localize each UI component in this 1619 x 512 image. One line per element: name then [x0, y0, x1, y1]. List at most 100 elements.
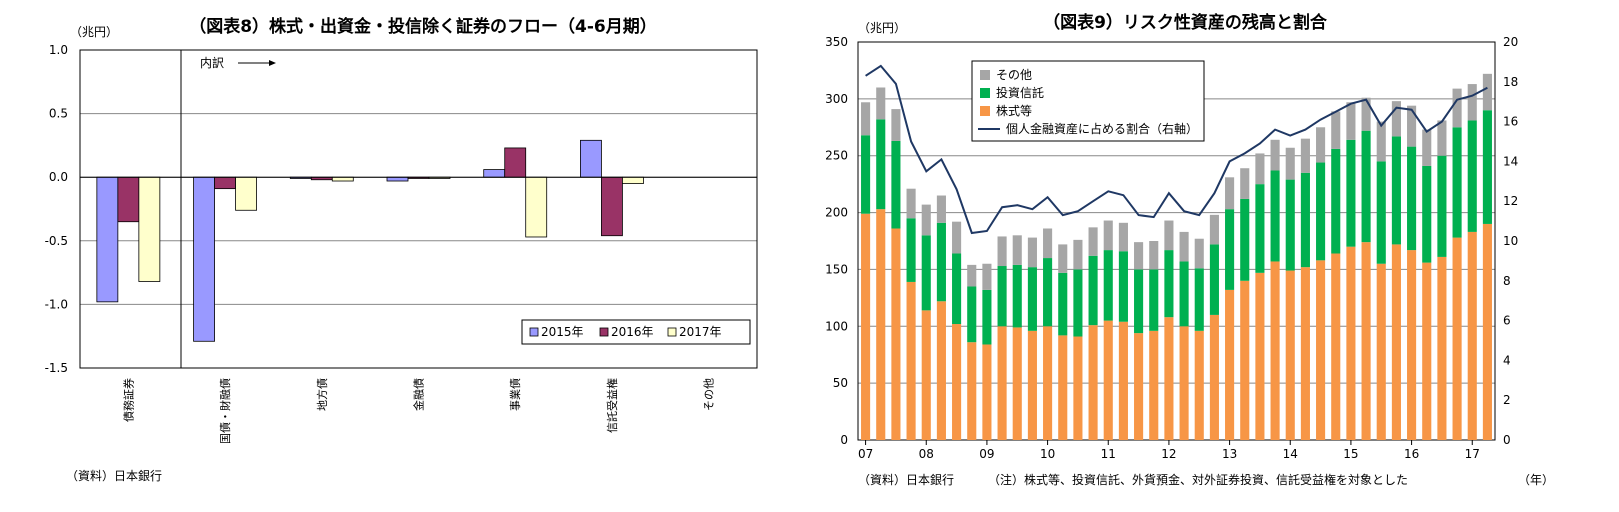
chart8-y-tick-labels: 1.0 0.5 0.0 -0.5 -1.0 -1.5	[45, 43, 68, 375]
chart9-bar-その他	[1164, 220, 1174, 251]
chart9-source: （資料）日本銀行	[858, 473, 954, 487]
chart9-x-tick: 13	[1222, 447, 1237, 461]
chart9-bar-株式等	[861, 213, 871, 440]
chart9-bar-株式等	[1012, 327, 1022, 440]
chart9-bar-その他	[1073, 239, 1083, 270]
chart9-bar-株式等	[1179, 326, 1189, 440]
chart9-x-unit: （年）	[1518, 473, 1554, 487]
chart9-bar-投資信託	[1134, 269, 1144, 334]
chart9-legend-label: 個人金融資産に占める割合（右軸）	[1006, 121, 1198, 136]
chart9-bar-株式等	[1240, 280, 1250, 440]
chart8-gridlines	[80, 113, 757, 305]
chart9-bar-株式等	[1225, 289, 1235, 440]
chart9-bar-投資信託	[1482, 110, 1492, 224]
chart9-y-tick-labels: 350 300 250 200 150 100 50 0	[825, 35, 848, 447]
chart9-bar-投資信託	[1346, 139, 1356, 247]
chart9: （図表9）リスク性資産の残高と割合 （兆円） 35030025020015010…	[825, 12, 1554, 487]
chart9-bar-その他	[1088, 227, 1098, 256]
chart9-legend-box	[971, 60, 1205, 142]
chart9-bar-投資信託	[1103, 250, 1113, 321]
chart8-bar-2016年-国債・財融債	[214, 176, 236, 190]
chart8-legend-label: 2016年	[611, 325, 654, 339]
chart9-note: （注）株式等、投資信託、外貨預金、対外証券投資、信託受益権を対象とした	[988, 472, 1408, 487]
chart9-bar-その他	[1209, 214, 1219, 245]
chart8-plot-area	[79, 49, 758, 369]
chart9-y2-tick: 10	[1503, 234, 1518, 248]
chart8-legend-label: 2015年	[541, 325, 584, 339]
chart9-bar-投資信託	[1255, 184, 1265, 273]
chart9-bar-その他	[861, 102, 871, 136]
chart8-x-tick: 地方債	[315, 378, 329, 411]
chart9-bar-投資信託	[1164, 250, 1174, 318]
chart9-bar-株式等	[1452, 237, 1462, 440]
chart9-bar-その他	[1058, 244, 1068, 273]
chart9-bar-投資信託	[1437, 155, 1447, 257]
chart9-bar-その他	[1467, 84, 1477, 121]
chart9-bar-投資信託	[906, 218, 916, 282]
chart9-bar-投資信託	[1407, 146, 1417, 251]
chart9-x-tick: 08	[919, 447, 934, 461]
chart9-bar-投資信託	[1240, 198, 1250, 281]
chart9-bar-その他	[1376, 121, 1386, 162]
chart8-legend-box	[521, 319, 751, 345]
chart9-bar-株式等	[1073, 336, 1083, 440]
chart9-bar-投資信託	[1073, 269, 1083, 337]
chart9-bar-株式等	[921, 310, 931, 440]
chart9-x-tick: 11	[1101, 447, 1116, 461]
chart9-gridlines	[858, 98, 1495, 384]
chart8-x-tick: 国債・財融債	[218, 378, 232, 444]
chart9-bar-投資信託	[1422, 165, 1432, 263]
chart9-y-tick: 150	[825, 262, 848, 276]
chart9-bar-その他	[982, 263, 992, 290]
chart9-bar-その他	[1331, 111, 1341, 149]
chart9-bar-投資信託	[1270, 170, 1280, 262]
chart8-legend-swatch	[667, 327, 677, 337]
chart9-bar-投資信託	[1452, 127, 1462, 238]
chart8-y-tick: 0.5	[49, 107, 68, 121]
chart9-ratio-line	[865, 64, 1488, 235]
chart9-legend-swatch	[980, 106, 990, 116]
chart9-bar-株式等	[1194, 330, 1204, 440]
chart9-bar-その他	[1012, 235, 1022, 265]
chart9-bar-その他	[1482, 73, 1492, 111]
chart9-legend-label: その他	[996, 68, 1032, 82]
chart9-bar-その他	[1225, 177, 1235, 210]
chart8-bar-2017年-国債・財融債	[235, 176, 257, 211]
chart9-y2-tick: 4	[1503, 353, 1511, 367]
chart8-bar-2015年-国債・財融債	[193, 176, 215, 342]
chart9-bar-投資信託	[1376, 161, 1386, 264]
chart9-bar-投資信託	[997, 266, 1007, 327]
chart9-bar-その他	[997, 236, 1007, 267]
chart9-bar-投資信託	[1194, 268, 1204, 331]
chart9-bar-株式等	[982, 344, 992, 440]
chart9-bar-株式等	[967, 342, 977, 440]
chart9-x-tick: 09	[979, 447, 994, 461]
chart9-bar-投資信託	[1285, 179, 1295, 271]
chart9-bar-株式等	[1376, 263, 1386, 440]
chart9-bar-投資信託	[936, 222, 946, 302]
chart9-bar-その他	[1346, 102, 1356, 140]
chart9-bar-投資信託	[1058, 272, 1068, 336]
chart9-bar-株式等	[1300, 267, 1310, 440]
chart9-bar-その他	[936, 195, 946, 223]
chart8-legend-swatch	[599, 327, 609, 337]
chart8-bar-2015年-事業債	[483, 169, 506, 178]
chart9-bar-投資信託	[1043, 258, 1053, 327]
chart9-y2-tick: 14	[1503, 154, 1518, 168]
chart9-bar-株式等	[1437, 256, 1447, 440]
chart9-y2-tick: 0	[1503, 433, 1511, 447]
chart9-bars	[861, 73, 1492, 440]
chart9-bar-その他	[1391, 101, 1401, 137]
chart9-bar-投資信託	[1209, 244, 1219, 315]
chart8-bar-2017年-事業債	[525, 176, 548, 238]
chart9-x-tick: 15	[1343, 447, 1358, 461]
chart8-x-tick: 事業債	[508, 378, 522, 411]
chart9-bar-投資信託	[1088, 255, 1098, 326]
chart9-bar-株式等	[952, 324, 962, 440]
chart9-bar-株式等	[1043, 326, 1053, 440]
chart9-x-tick-labels: 07 08 09 10 11 12 13 14 15 16 17	[858, 440, 1480, 461]
chart9-bar-投資信託	[861, 135, 871, 214]
chart9-plot-area	[857, 41, 1496, 441]
